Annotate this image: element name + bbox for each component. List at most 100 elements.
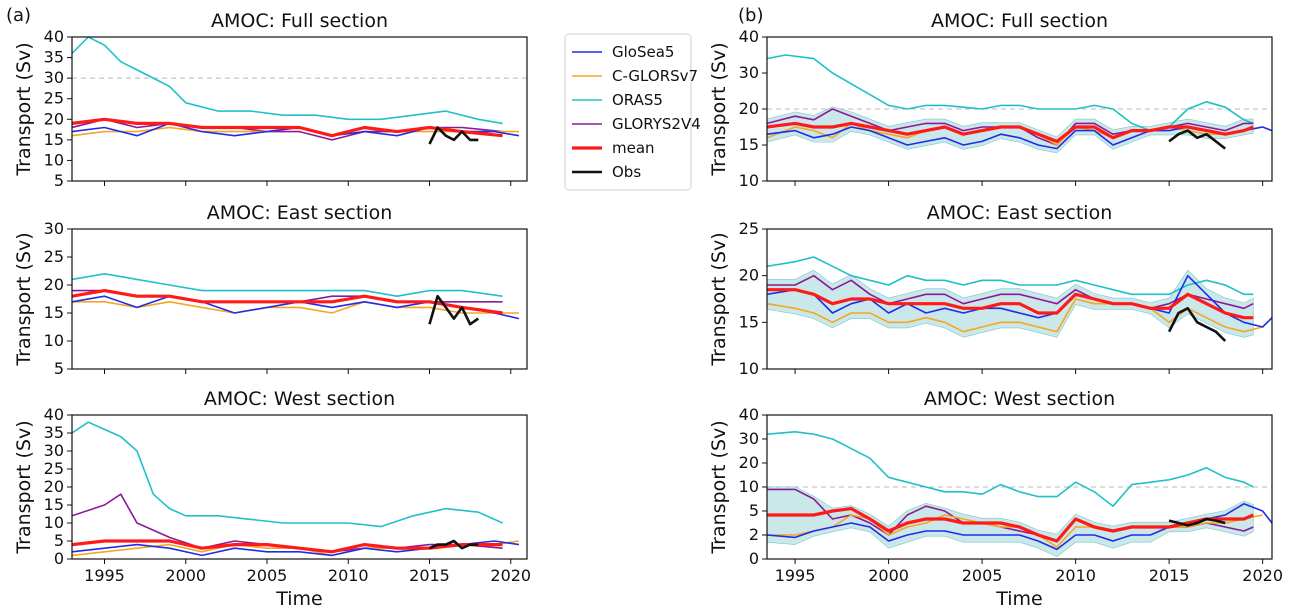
panel-label-b: (b) (738, 5, 763, 26)
plot-frame (766, 36, 1273, 182)
y-tick-label: 10 (44, 513, 64, 532)
y-tick-label: 5 (749, 501, 759, 520)
y-axis-label: Transport (Sv) (13, 420, 35, 554)
y-tick-label: 5 (54, 171, 64, 190)
y-tick-label: 40 (44, 27, 64, 46)
series-line-mean (767, 288, 1254, 320)
x-tick-label: 2020 (1242, 566, 1283, 585)
legend-label: Obs (612, 163, 641, 181)
legend: GloSea5 C-GLORSv7 ORAS5 GLORYS2V4 mean Obs (564, 33, 701, 191)
y-tick-label: 40 (44, 405, 64, 424)
x-tick-label: 2005 (962, 566, 1003, 585)
series-line-c-glorsv7 (72, 300, 519, 314)
series-line-obs (428, 294, 480, 326)
series-line-oras5 (72, 421, 503, 528)
legend-item: GloSea5 (572, 43, 674, 61)
legend-item: GLORYS2V4 (572, 115, 701, 133)
series-line-mean (767, 121, 1254, 143)
y-tick-label: 40 (739, 27, 759, 46)
y-tick-label: 40 (739, 405, 759, 424)
y-tick-label: 10 (739, 171, 759, 190)
spread-band (767, 486, 1254, 557)
legend-frame (564, 33, 692, 191)
y-tick-label: 25 (44, 247, 64, 266)
chart-title: AMOC: East section (207, 202, 393, 224)
y-tick-label: 10 (44, 331, 64, 350)
y-tick-label: 35 (44, 423, 64, 442)
y-tick-label: 20 (739, 453, 759, 472)
series-line-c-glorsv7 (767, 298, 1263, 333)
series-line-oras5 (767, 54, 1254, 132)
y-tick-label: 25 (44, 89, 64, 108)
series-line-mean (72, 289, 503, 315)
series-line-obs (1168, 517, 1226, 527)
plot-frame (71, 36, 528, 182)
y-tick-label: 10 (44, 150, 64, 169)
y-tick-label: 35 (44, 48, 64, 67)
y-tick-label: 0 (749, 549, 759, 568)
x-tick-label: 2015 (1149, 566, 1190, 585)
y-tick-label: 15 (739, 135, 759, 154)
y-tick-label: 20 (44, 477, 64, 496)
y-tick-label: 15 (44, 495, 64, 514)
chart-title: AMOC: West section (204, 388, 395, 410)
y-axis-label: Transport (Sv) (13, 232, 35, 366)
chart-title: AMOC: West section (924, 388, 1115, 410)
y-tick-label: 20 (739, 99, 759, 118)
y-axis-label: Transport (Sv) (708, 420, 730, 554)
y-tick-label: 30 (44, 68, 64, 87)
plot-frame (71, 228, 528, 370)
y-axis-label: Transport (Sv) (708, 232, 730, 366)
x-tick-label: 1995 (84, 566, 125, 585)
y-tick-label: 5 (54, 359, 64, 378)
y-tick-label: 30 (44, 441, 64, 460)
y-tick-label: 5 (54, 531, 64, 550)
y-tick-label: 25 (739, 219, 759, 238)
y-axis-label: Transport (Sv) (708, 42, 730, 176)
y-tick-label: 30 (44, 219, 64, 238)
y-tick-label: 20 (44, 109, 64, 128)
x-tick-label: 2010 (328, 566, 369, 585)
series-line-oras5 (767, 430, 1254, 508)
x-axis-label: Time (995, 588, 1043, 610)
legend-item: mean (572, 139, 655, 157)
legend-label: GLORYS2V4 (612, 115, 701, 133)
plot-frame (766, 228, 1273, 370)
series-line-oras5 (72, 37, 503, 125)
x-tick-label: 2015 (409, 566, 450, 585)
y-tick-label: 15 (44, 130, 64, 149)
legend-label: mean (612, 139, 655, 157)
plot-frame (766, 414, 1273, 560)
chart-panel: AMOC: West section Transport (Sv) 0 2 5 10 20 3… (708, 388, 1283, 610)
chart-title: AMOC: Full section (211, 10, 388, 32)
series-line-obs (428, 126, 479, 145)
y-tick-label: 20 (739, 266, 759, 285)
x-tick-label: 1995 (775, 566, 816, 585)
legend-label: GloSea5 (612, 43, 674, 61)
chart-panel: AMOC: East section Transport (Sv) 5 10 15 20 2… (13, 202, 528, 378)
chart-title: AMOC: East section (927, 202, 1113, 224)
x-tick-label: 2000 (868, 566, 909, 585)
series-line-oras5 (72, 272, 503, 298)
y-tick-label: 2 (749, 525, 759, 544)
y-tick-label: 0 (54, 549, 64, 568)
legend-label: C-GLORSv7 (612, 67, 698, 85)
series-line-obs (1167, 306, 1227, 342)
x-tick-label: 2020 (490, 566, 531, 585)
plot-frame (71, 414, 528, 560)
y-axis-label: Transport (Sv) (13, 42, 35, 176)
x-tick-label: 2000 (165, 566, 206, 585)
legend-label: ORAS5 (612, 91, 663, 109)
y-tick-label: 10 (739, 477, 759, 496)
chart-panel: AMOC: Full section Transport (Sv) 10 15 20 30… (708, 10, 1273, 190)
series-line-obs (428, 539, 479, 550)
x-axis-label: Time (275, 588, 323, 610)
series-line-glosea5 (767, 274, 1272, 328)
y-tick-label: 30 (739, 63, 759, 82)
chart-panel: AMOC: East section Transport (Sv) 10 15 20 25 (708, 202, 1273, 378)
series-line-obs (1168, 129, 1226, 150)
legend-item: C-GLORSv7 (572, 67, 698, 85)
